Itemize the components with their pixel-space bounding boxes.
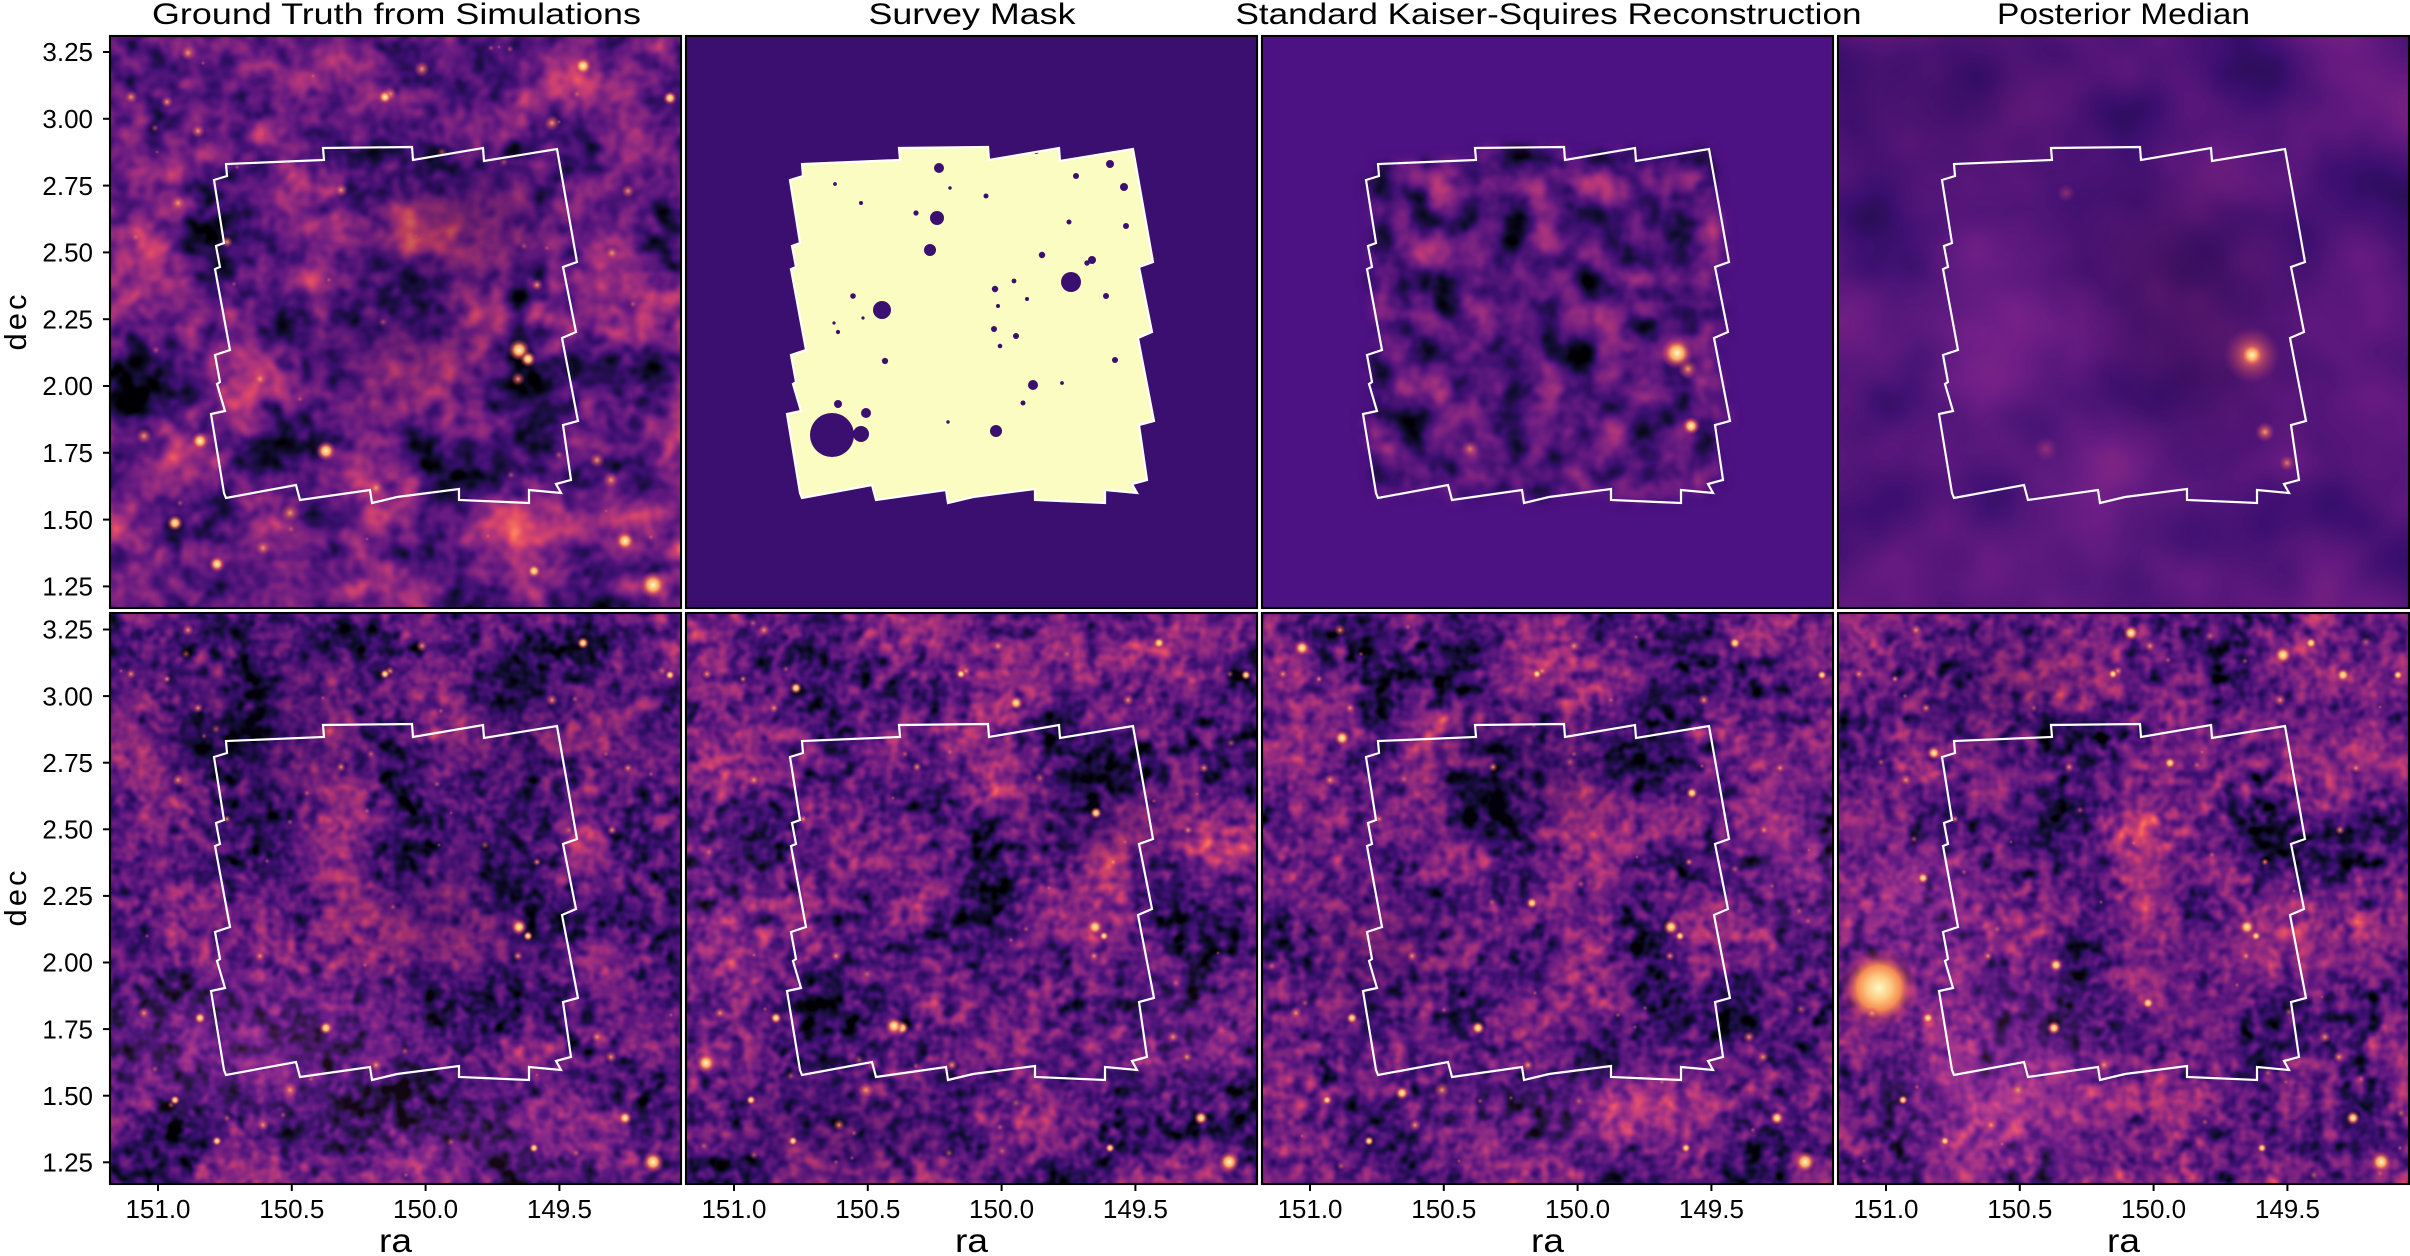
svg-text:151.0: 151.0 — [1853, 1194, 1918, 1224]
svg-text:2.00: 2.00 — [42, 948, 93, 978]
svg-text:2.75: 2.75 — [42, 171, 93, 201]
svg-text:Ground Truth from Simulations: Ground Truth from Simulations — [152, 0, 641, 31]
svg-text:150.5: 150.5 — [1987, 1194, 2052, 1224]
svg-text:150.5: 150.5 — [1411, 1194, 1476, 1224]
svg-text:1.75: 1.75 — [42, 438, 93, 468]
svg-text:3.00: 3.00 — [42, 104, 93, 134]
svg-text:3.25: 3.25 — [42, 615, 93, 645]
svg-text:1.50: 1.50 — [42, 505, 93, 535]
svg-text:1.25: 1.25 — [42, 1148, 93, 1178]
svg-text:1.50: 1.50 — [42, 1081, 93, 1111]
svg-text:Posterior Median: Posterior Median — [1997, 0, 2250, 31]
svg-text:ra: ra — [955, 1222, 989, 1256]
svg-text:150.0: 150.0 — [969, 1194, 1034, 1224]
svg-text:2.50: 2.50 — [42, 238, 93, 268]
svg-text:3.25: 3.25 — [42, 37, 93, 67]
svg-text:1.25: 1.25 — [42, 572, 93, 602]
svg-text:150.0: 150.0 — [1545, 1194, 1610, 1224]
svg-text:Standard Kaiser-Squires Recons: Standard Kaiser-Squires Reconstruction — [1236, 0, 1862, 31]
svg-text:150.5: 150.5 — [835, 1194, 900, 1224]
svg-text:149.5: 149.5 — [1103, 1194, 1168, 1224]
svg-text:151.0: 151.0 — [1277, 1194, 1342, 1224]
svg-text:1.75: 1.75 — [42, 1014, 93, 1044]
svg-text:2.25: 2.25 — [42, 304, 93, 334]
svg-text:150.5: 150.5 — [259, 1194, 324, 1224]
svg-text:dec: dec — [0, 871, 33, 927]
svg-text:2.25: 2.25 — [42, 881, 93, 911]
svg-text:ra: ra — [2107, 1222, 2141, 1256]
svg-text:2.75: 2.75 — [42, 748, 93, 778]
svg-text:150.0: 150.0 — [2121, 1194, 2186, 1224]
svg-text:149.5: 149.5 — [527, 1194, 592, 1224]
svg-text:Survey Mask: Survey Mask — [869, 0, 1077, 31]
svg-text:2.00: 2.00 — [42, 371, 93, 401]
svg-text:ra: ra — [379, 1222, 413, 1256]
svg-text:150.0: 150.0 — [393, 1194, 458, 1224]
svg-text:dec: dec — [0, 295, 33, 351]
svg-text:149.5: 149.5 — [1679, 1194, 1744, 1224]
svg-text:149.5: 149.5 — [2255, 1194, 2320, 1224]
svg-text:151.0: 151.0 — [701, 1194, 766, 1224]
svg-text:ra: ra — [1531, 1222, 1565, 1256]
svg-text:151.0: 151.0 — [125, 1194, 190, 1224]
svg-text:3.00: 3.00 — [42, 681, 93, 711]
svg-text:2.50: 2.50 — [42, 815, 93, 845]
